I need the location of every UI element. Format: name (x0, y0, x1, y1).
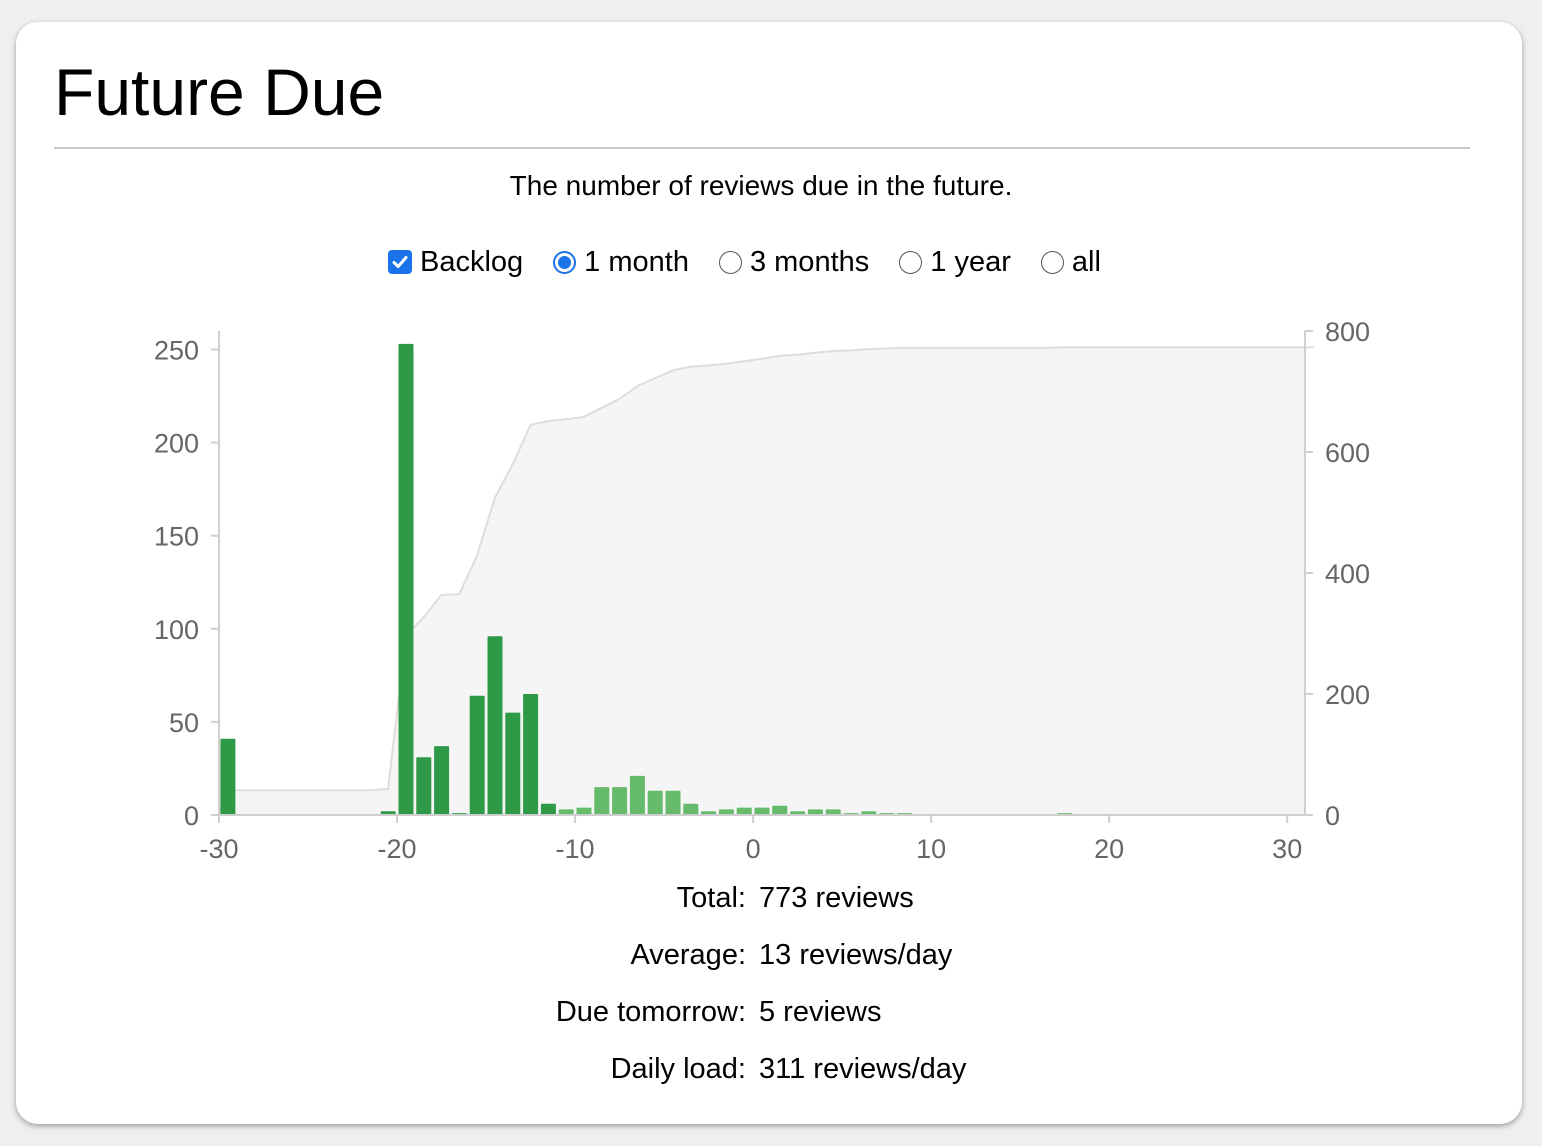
x-tick-label: 30 (1272, 834, 1302, 864)
stat-label: Average: (630, 939, 746, 971)
range-label: 1 year (930, 245, 1011, 278)
radio-selected-icon[interactable] (553, 250, 577, 274)
y-right-tick-label: 0 (1325, 801, 1340, 831)
stat-value: 773 reviews (759, 882, 914, 914)
range-radio-1-month[interactable]: 1 month (553, 246, 689, 279)
y-right-tick-label: 400 (1325, 559, 1370, 589)
stat-total: Total: 773 reviews (16, 882, 1522, 922)
bar (487, 636, 503, 815)
stat-due-tomorrow: Due tomorrow: 5 reviews (16, 996, 1522, 1036)
bar (434, 746, 450, 815)
bar (754, 807, 770, 815)
bar (772, 805, 788, 815)
y-right-tick-label: 600 (1325, 438, 1370, 468)
bar (736, 807, 752, 815)
stat-average: Average: 13 reviews/day (16, 939, 1522, 979)
range-label: all (1071, 245, 1101, 278)
bar (647, 790, 663, 815)
chart-subtitle: The number of reviews due in the future. (509, 170, 1013, 201)
y-left-tick-label: 250 (154, 336, 199, 366)
y-left-tick-label: 150 (154, 522, 199, 552)
x-tick-label: 0 (746, 834, 761, 864)
radio-icon[interactable] (1040, 250, 1064, 274)
range-radio-1-year[interactable]: 1 year (899, 246, 1011, 279)
future-due-card: Future Due The number of reviews due in … (16, 22, 1522, 1124)
range-label: 1 month (584, 245, 689, 278)
card-title: Future Due (54, 55, 385, 129)
backlog-label: Backlog (420, 245, 524, 278)
x-tick-label: -20 (378, 834, 417, 864)
stat-value: 311 reviews/day (759, 1053, 967, 1085)
radio-icon[interactable] (899, 250, 923, 274)
stat-value: 5 reviews (759, 996, 882, 1028)
y-right-tick-label: 800 (1325, 317, 1370, 347)
bar (683, 803, 699, 815)
bar (612, 787, 628, 815)
bar (540, 803, 556, 815)
range-label: 3 months (749, 245, 870, 278)
bar (416, 757, 432, 815)
x-tick-label: 20 (1094, 834, 1124, 864)
cumulative-area (219, 347, 1314, 815)
bar (220, 738, 236, 815)
bar (718, 809, 734, 815)
stat-value: 13 reviews/day (759, 939, 953, 971)
title-divider (54, 147, 1470, 149)
stat-daily-load: Daily load: 311 reviews/day (16, 1053, 1522, 1093)
stat-label: Total: (676, 882, 746, 914)
stat-label: Due tomorrow: (555, 996, 746, 1028)
cumulative-line (218, 346, 1314, 816)
checkbox-checked-icon[interactable] (388, 250, 412, 274)
bar (398, 343, 414, 815)
range-radio-all[interactable]: all (1040, 245, 1101, 279)
bar (558, 809, 574, 815)
x-tick-label: 10 (916, 834, 946, 864)
future-due-chart: -30 -20 -10 0 10 20 30 0 50 100 150 200 250 0 200 400 60… (154, 317, 1370, 864)
y-left-tick-label: 100 (154, 615, 199, 645)
y-left-tick-label: 50 (169, 708, 199, 738)
x-tick-label: -10 (556, 834, 595, 864)
bar (665, 790, 681, 815)
backlog-checkbox[interactable]: Backlog (388, 246, 523, 279)
y-left-tick-label: 0 (184, 801, 199, 831)
bar (505, 712, 521, 815)
bar (594, 787, 610, 815)
y-left-tick-label: 200 (154, 429, 199, 459)
bar (469, 695, 485, 815)
range-radio-3-months[interactable]: 3 months (718, 245, 870, 279)
y-right-tick-label: 200 (1325, 680, 1370, 710)
bar (825, 809, 841, 815)
range-controls: Backlog 1 month 3 months 1 year all (388, 242, 1131, 282)
bar (807, 809, 823, 815)
x-tick-label: -30 (199, 834, 238, 864)
stat-label: Daily load: (610, 1053, 746, 1085)
bar (629, 775, 645, 815)
bar (523, 694, 539, 815)
bar (576, 807, 592, 815)
radio-icon[interactable] (718, 250, 742, 274)
